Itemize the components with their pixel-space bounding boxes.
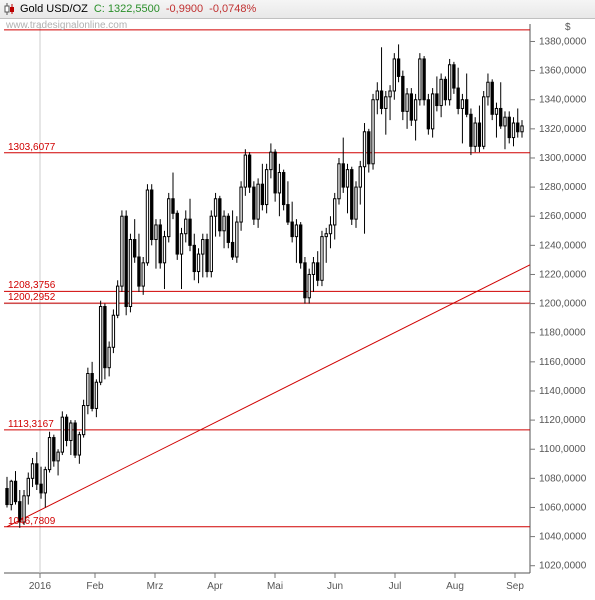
- svg-text:1080,0000: 1080,0000: [539, 473, 587, 484]
- svg-text:$: $: [565, 22, 571, 33]
- change-pct: -0,0748%: [209, 3, 256, 15]
- svg-text:1140,0000: 1140,0000: [539, 386, 586, 397]
- svg-text:1260,0000: 1260,0000: [539, 211, 587, 222]
- candle-icon: [4, 3, 14, 15]
- svg-text:Mrz: Mrz: [147, 581, 164, 592]
- svg-text:1200,0000: 1200,0000: [539, 299, 587, 310]
- svg-text:Apr: Apr: [207, 581, 223, 592]
- svg-text:Mai: Mai: [267, 581, 283, 592]
- hline-label: 1200,2952: [6, 292, 57, 303]
- price-chart: 1020,0000 1040,0000 1060,0000 1080,0000 1100…: [0, 18, 595, 600]
- svg-text:1040,0000: 1040,0000: [539, 532, 587, 543]
- svg-text:1160,0000: 1160,0000: [539, 357, 586, 368]
- hline-label: 1303,6077: [6, 142, 57, 153]
- svg-text:1120,0000: 1120,0000: [539, 415, 586, 426]
- svg-text:Jun: Jun: [327, 581, 343, 592]
- svg-text:1280,0000: 1280,0000: [539, 182, 587, 193]
- hline-label: 1046,7809: [6, 516, 57, 527]
- price-prefix: C:: [94, 3, 105, 15]
- svg-text:Feb: Feb: [86, 581, 104, 592]
- svg-text:1220,0000: 1220,0000: [539, 269, 587, 280]
- svg-text:2016: 2016: [29, 581, 52, 592]
- svg-text:1180,0000: 1180,0000: [539, 328, 586, 339]
- svg-text:Jul: Jul: [389, 581, 402, 592]
- svg-text:1380,0000: 1380,0000: [539, 36, 587, 47]
- hline-label: 1113,3167: [6, 419, 56, 430]
- svg-text:Sep: Sep: [506, 581, 524, 592]
- symbol-label: Gold USD/OZ: [20, 3, 88, 15]
- price-value: 1322,5500: [108, 3, 160, 15]
- hline-label: 1208,3756: [6, 280, 57, 291]
- svg-text:1240,0000: 1240,0000: [539, 240, 587, 251]
- watermark: www.tradesignalonline.com: [6, 20, 127, 31]
- change-abs: -0,9900: [166, 3, 203, 15]
- svg-text:1360,0000: 1360,0000: [539, 66, 587, 77]
- svg-text:1100,0000: 1100,0000: [539, 444, 586, 455]
- chart-header: Gold USD/OZ C:1322,5500 -0,9900 -0,0748%: [0, 0, 595, 19]
- svg-text:1340,0000: 1340,0000: [539, 95, 587, 106]
- svg-text:1020,0000: 1020,0000: [539, 561, 587, 572]
- svg-text:1060,0000: 1060,0000: [539, 502, 587, 513]
- svg-text:1320,0000: 1320,0000: [539, 124, 587, 135]
- svg-text:1300,0000: 1300,0000: [539, 153, 587, 164]
- svg-text:Aug: Aug: [446, 581, 464, 592]
